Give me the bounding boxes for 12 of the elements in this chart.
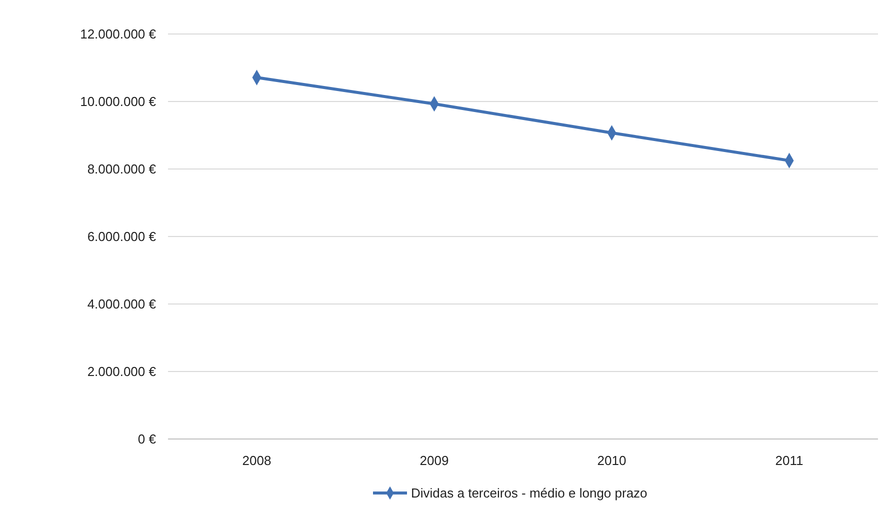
y-tick-label: 6.000.000 € bbox=[87, 229, 157, 244]
x-tick-label: 2009 bbox=[420, 453, 449, 468]
y-tick-label: 0 € bbox=[138, 432, 157, 447]
x-tick-label: 2008 bbox=[242, 453, 272, 468]
y-tick-label: 2.000.000 € bbox=[87, 364, 157, 380]
y-tick-label: 10.000.000 € bbox=[80, 94, 157, 110]
x-tick-label: 2010 bbox=[597, 453, 626, 468]
y-tick-label: 4.000.000 € bbox=[87, 296, 157, 312]
legend-label: Dividas a terceiros - médio e longo prazo bbox=[411, 486, 648, 501]
y-tick-label: 12.000.000 € bbox=[80, 26, 157, 42]
y-tick-label: 8.000.000 € bbox=[87, 162, 157, 177]
x-tick-label: 2011 bbox=[775, 453, 804, 468]
